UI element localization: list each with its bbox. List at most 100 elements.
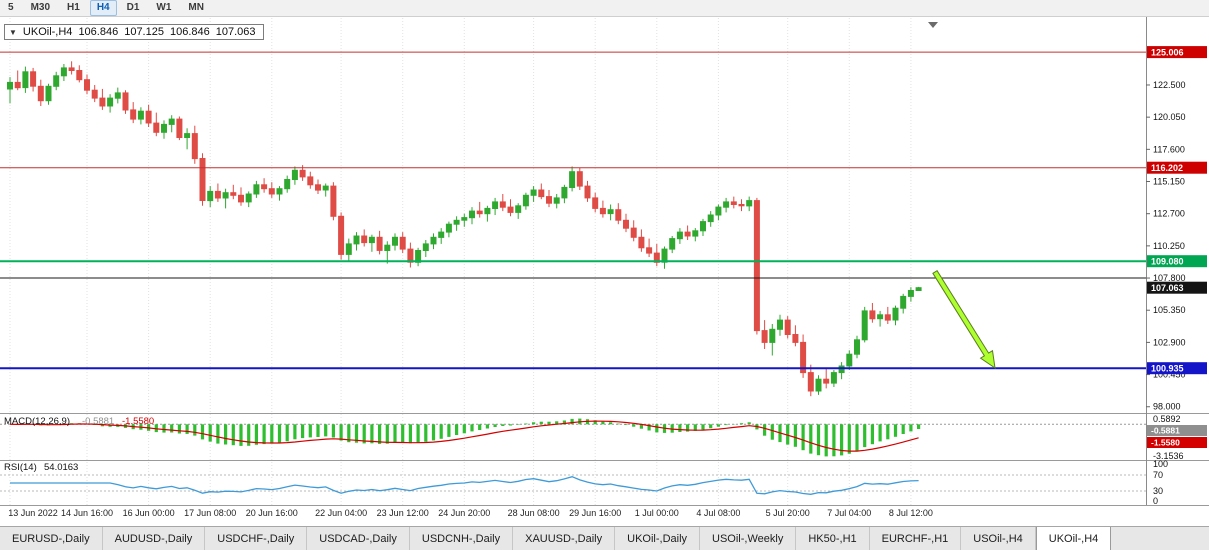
candle-body [653, 252, 660, 263]
chart-info-box[interactable]: ▼ UKOil-,H4 106.846 107.125 106.846 107.… [4, 24, 264, 40]
candle-body [392, 236, 398, 246]
price-badge-level-text: 100.935 [1151, 364, 1184, 374]
candle-body [630, 227, 637, 238]
price-tick-label: 110.250 [1153, 241, 1185, 251]
chart-shift-marker-icon[interactable] [928, 22, 938, 28]
candle-body [707, 214, 714, 223]
candle-body [284, 179, 291, 190]
rsi-axis-tick: 100 [1153, 459, 1168, 469]
time-axis-label: 24 Jun 20:00 [438, 508, 490, 518]
tab-usdcnh-daily[interactable]: USDCNH-,Daily [409, 527, 514, 550]
collapse-arrow-icon[interactable]: ▼ [9, 27, 17, 37]
price-tick-label: 120.050 [1153, 112, 1186, 122]
chart-area: 13 Jun 2022 14 Jun 16:00 16 Jun 00:00 17 Ju… [0, 17, 1209, 526]
timeframe-button-h1[interactable]: H1 [67, 2, 80, 13]
price-badge-level [1147, 46, 1207, 59]
symbol-tab-bar: EURUSD-,Daily AUDUSD-,Daily USDCHF-,Daily U… [0, 526, 1209, 550]
candle-body [191, 133, 198, 160]
candle-body [376, 236, 383, 251]
candle-body [815, 378, 822, 392]
timeframe-button-5[interactable]: 5 [8, 2, 14, 13]
candle-body [84, 79, 90, 91]
trend-arrow-annotation[interactable] [932, 270, 996, 370]
candle-body [368, 236, 375, 244]
candle-body [91, 89, 98, 99]
tab-usdcad-daily[interactable]: USDCAD-,Daily [307, 527, 410, 550]
tab-xauusd-daily[interactable]: XAUUSD-,Daily [513, 527, 616, 550]
time-axis-label: 14 Jun 16:00 [61, 508, 113, 518]
candle-body [114, 92, 121, 99]
candle-body [884, 314, 891, 321]
candle-body [338, 215, 345, 255]
tab-hk50-h1[interactable]: HK50-,H1 [796, 527, 870, 550]
candle-body [715, 206, 722, 216]
price-badge-current [1147, 281, 1207, 294]
chart-canvas[interactable]: 13 Jun 2022 14 Jun 16:00 16 Jun 00:00 17 Ju… [0, 17, 1209, 526]
candle-body [207, 190, 214, 202]
tab-usoil-h4[interactable]: USOil-,H4 [961, 527, 1036, 550]
candle-body [430, 236, 437, 245]
tab-ukoil-h4[interactable]: UKOil-,H4 [1035, 527, 1112, 550]
candle-body [415, 250, 422, 263]
price-badge-level [1147, 161, 1207, 174]
tab-usoil-weekly[interactable]: USOil-,Weekly [700, 527, 797, 550]
candle-body [784, 319, 791, 336]
candle-body [176, 118, 183, 138]
candle-body [276, 188, 283, 195]
candle-body [60, 67, 67, 77]
timeframe-button-m30[interactable]: M30 [30, 2, 51, 13]
candle-body [669, 238, 676, 250]
candle-body [492, 201, 499, 209]
candle-body [676, 231, 683, 240]
price-tick-label: 102.900 [1153, 337, 1186, 347]
candle-body [569, 171, 576, 188]
time-axis-label: 16 Jun 00:00 [123, 508, 175, 518]
timeframe-button-d1[interactable]: D1 [126, 2, 140, 13]
tab-usdchf-daily[interactable]: USDCHF-,Daily [205, 527, 308, 550]
macd-badge-main-text: -0.5881 [1151, 426, 1180, 436]
price-badge-level-text: 109.080 [1151, 257, 1184, 267]
tab-eurchf-h1[interactable]: EURCHF-,H1 [869, 527, 962, 550]
timeframe-toolbar: 5 M30 H1 H4 D1 W1 MN [0, 0, 1209, 17]
candle-body [299, 169, 306, 178]
candle-body [753, 200, 760, 332]
ohlc-high: 107.125 [124, 26, 164, 38]
candle-body [245, 193, 252, 203]
candle-body [807, 372, 814, 392]
candle-body [407, 248, 414, 263]
candle-body [161, 123, 167, 133]
candle-body [222, 192, 229, 199]
candle-body [7, 81, 13, 90]
tab-audusd-daily[interactable]: AUDUSD-,Daily [102, 527, 206, 550]
rsi-value: 54.0163 [44, 462, 78, 473]
candle-body [322, 185, 329, 191]
candle-body [261, 184, 268, 190]
time-axis-label: 23 Jun 12:00 [377, 508, 429, 518]
time-axis-label: 8 Jul 12:00 [889, 508, 933, 518]
candle-body [792, 334, 799, 343]
candle-body [638, 236, 645, 249]
candle-body [900, 295, 907, 309]
candle-body [607, 209, 614, 215]
candle-body [830, 372, 837, 384]
timeframe-button-h4[interactable]: H4 [89, 0, 117, 16]
tab-eurusd-daily[interactable]: EURUSD-,Daily [0, 527, 103, 550]
candle-body [253, 184, 260, 195]
candle-body [438, 231, 445, 238]
timeframe-button-w1[interactable]: W1 [156, 2, 172, 13]
candle-body [199, 158, 206, 201]
candle-body [153, 122, 160, 133]
tab-ukoil-daily[interactable]: UKOil-,Daily [615, 527, 701, 550]
candle-body [915, 287, 922, 292]
candle-body [538, 189, 545, 198]
candle-body [723, 201, 730, 208]
chart-symbol-period: UKOil-,H4 [22, 26, 73, 38]
ohlc-low: 106.846 [169, 26, 210, 38]
timeframe-button-mn[interactable]: MN [188, 2, 204, 13]
candle-body [684, 231, 691, 237]
candle-body [777, 319, 783, 330]
candle-body [168, 118, 175, 125]
time-axis-label: 22 Jun 04:00 [315, 508, 367, 518]
price-badge-current-text: 107.063 [1151, 283, 1184, 293]
